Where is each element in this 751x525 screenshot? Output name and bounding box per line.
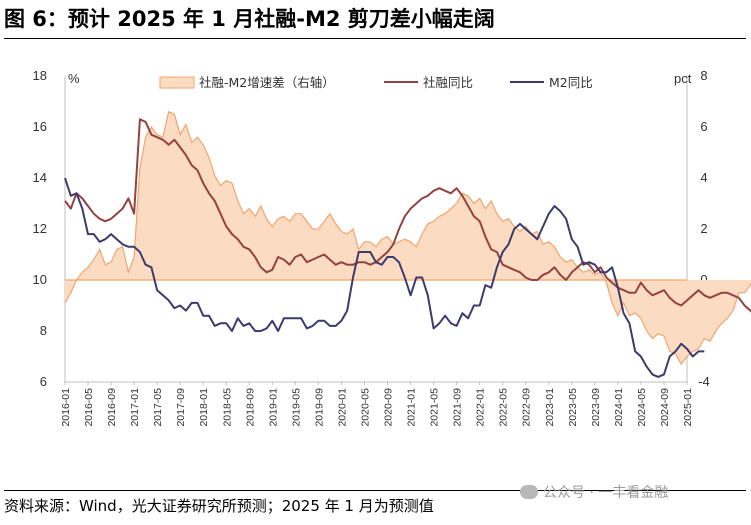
legend-label-tsf: 社融同比 xyxy=(423,75,473,90)
right-tick-label: 4 xyxy=(700,170,707,185)
x-tick-label: 2023-09 xyxy=(590,388,602,427)
legend-label-m2: M2同比 xyxy=(549,75,593,90)
right-tick-label: 8 xyxy=(700,68,707,83)
x-tick-label: 2022-01 xyxy=(475,388,487,427)
x-tick-label: 2024-01 xyxy=(613,388,625,427)
right-tick-label: 6 xyxy=(700,119,707,134)
x-tick-label: 2024-09 xyxy=(659,388,671,427)
right-tick-label: 0 xyxy=(700,272,707,287)
left-tick-label: 10 xyxy=(33,272,47,287)
x-tick-label: 2017-09 xyxy=(175,388,187,427)
x-tick-label: 2022-09 xyxy=(521,388,533,427)
left-tick-label: 12 xyxy=(33,221,47,236)
x-tick-label: 2017-05 xyxy=(152,388,164,427)
x-tick-label: 2018-05 xyxy=(221,388,233,427)
chart-title: 图 6：预计 2025 年 1 月社融-M2 剪刀差小幅走阔 xyxy=(4,7,495,31)
chart-area: 681012141618-4-202468%pct2016-012016-052… xyxy=(33,68,751,427)
x-tick-label: 2021-05 xyxy=(429,388,441,427)
x-tick-label: 2021-09 xyxy=(452,388,464,427)
x-tick-label: 2023-05 xyxy=(567,388,579,427)
spread-area xyxy=(65,111,751,365)
x-tick-label: 2020-05 xyxy=(359,388,371,427)
source-note: 资料来源：Wind，光大证券研究所预测；2025 年 1 月为预测值 xyxy=(4,497,434,515)
x-tick-label: 2016-01 xyxy=(60,388,72,427)
right-tick-label: -4 xyxy=(698,374,710,389)
right-unit-label: pct xyxy=(674,71,692,86)
tsf-line xyxy=(64,118,751,313)
x-tick-label: 2022-05 xyxy=(498,388,510,427)
x-tick-label: 2024-05 xyxy=(636,388,648,427)
x-tick-label: 2018-01 xyxy=(198,388,210,427)
x-tick-label: 2019-01 xyxy=(267,388,279,427)
x-tick-label: 2020-01 xyxy=(336,388,348,427)
watermark: 公众号 · 一丰看金融 xyxy=(520,481,668,505)
x-tick-label: 2019-09 xyxy=(313,388,325,427)
left-tick-label: 8 xyxy=(40,323,47,338)
footer-rule xyxy=(4,490,746,491)
right-tick-label: 2 xyxy=(700,221,707,236)
left-tick-label: 14 xyxy=(33,170,47,185)
x-tick-label: 2016-05 xyxy=(83,388,95,427)
x-tick-label: 2021-01 xyxy=(406,388,418,427)
title-rule xyxy=(4,38,746,39)
x-tick-label: 2025-01 xyxy=(682,388,694,427)
x-tick-label: 2020-09 xyxy=(383,388,395,427)
x-tick-label: 2023-01 xyxy=(544,388,556,427)
watermark-text: 公众号 · 一丰看金融 xyxy=(543,485,669,501)
x-tick-label: 2019-05 xyxy=(290,388,302,427)
x-tick-label: 2018-09 xyxy=(244,388,256,427)
legend-label-spread: 社融-M2增速差（右轴） xyxy=(199,75,335,90)
left-tick-label: 6 xyxy=(40,374,47,389)
left-tick-label: 18 xyxy=(33,68,47,83)
wechat-icon xyxy=(520,485,538,499)
spread-line xyxy=(64,110,751,366)
left-tick-label: 16 xyxy=(33,119,47,134)
left-unit-label: % xyxy=(68,71,80,86)
x-tick-label: 2016-09 xyxy=(106,388,118,427)
m2-line xyxy=(64,177,705,378)
legend-swatch-spread xyxy=(159,76,195,89)
x-tick-label: 2017-01 xyxy=(129,388,141,427)
